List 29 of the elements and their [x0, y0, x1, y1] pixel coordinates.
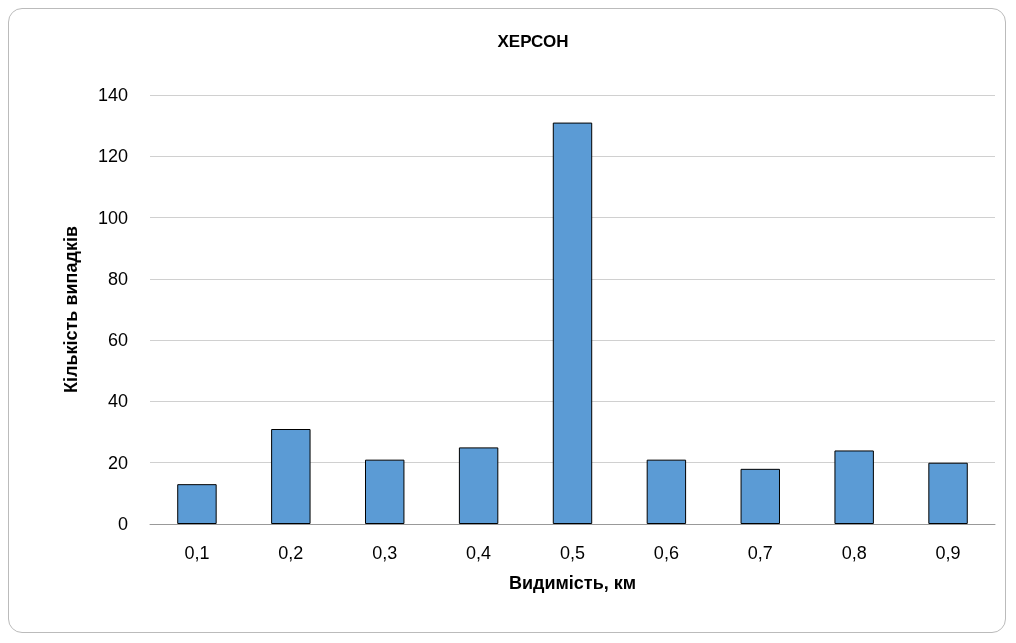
x-tick-label: 0,4	[466, 543, 492, 563]
x-tick-label: 0,1	[184, 543, 210, 563]
x-tick-label: 0,5	[559, 543, 586, 563]
x-tick-label: 0,6	[653, 543, 679, 563]
bar	[928, 462, 968, 524]
y-tick-label: 40	[107, 391, 128, 412]
bar	[552, 122, 593, 524]
y-tick-label: 0	[117, 514, 128, 534]
x-tick-label: 0,8	[841, 543, 867, 563]
y-axis-title: Кількість випадків	[61, 226, 81, 393]
bar	[458, 447, 499, 524]
x-axis-title: Видимість, км	[508, 573, 637, 593]
y-tick-label: 60	[107, 330, 128, 351]
y-tick-label: 20	[107, 452, 128, 473]
x-tick-label: 0,3	[372, 543, 398, 563]
bar	[834, 450, 874, 524]
x-tick-label: 0,9	[935, 543, 961, 563]
bar	[740, 468, 780, 524]
x-tick-label: 0,2	[278, 543, 304, 563]
chart-title: ХЕРСОН	[497, 32, 569, 51]
bar	[271, 429, 311, 524]
bar	[365, 459, 405, 524]
y-tick-label: 140	[97, 85, 128, 105]
x-tick-label: 0,7	[747, 543, 773, 563]
bar	[646, 459, 687, 524]
bar	[177, 484, 217, 524]
y-tick-label: 80	[107, 268, 128, 289]
y-tick-label: 100	[97, 207, 128, 228]
y-tick-label: 120	[97, 146, 128, 167]
